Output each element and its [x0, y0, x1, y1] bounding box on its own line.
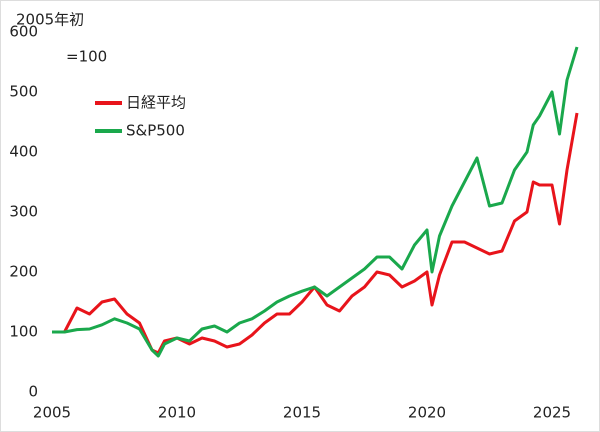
annotation: 2005年初: [16, 11, 84, 29]
series-line: [52, 46, 579, 358]
y-tick-label: 600: [9, 23, 38, 41]
x-tick-label: 2025: [533, 404, 571, 422]
annotation: =100: [66, 48, 107, 66]
y-tick-label: 100: [9, 323, 38, 341]
y-tick-label: 400: [9, 143, 38, 161]
x-tick-label: 2005: [33, 404, 71, 422]
y-tick-label: 300: [9, 203, 38, 221]
y-tick-label: 0: [28, 383, 38, 401]
y-tick-label: 200: [9, 263, 38, 281]
legend-label: S&P500: [126, 122, 185, 140]
x-tick-label: 2010: [158, 404, 196, 422]
y-tick-label: 500: [9, 83, 38, 101]
x-tick-label: 2015: [283, 404, 321, 422]
x-tick-label: 2020: [408, 404, 446, 422]
series-line: [52, 112, 579, 355]
legend-label: 日経平均: [126, 94, 186, 112]
